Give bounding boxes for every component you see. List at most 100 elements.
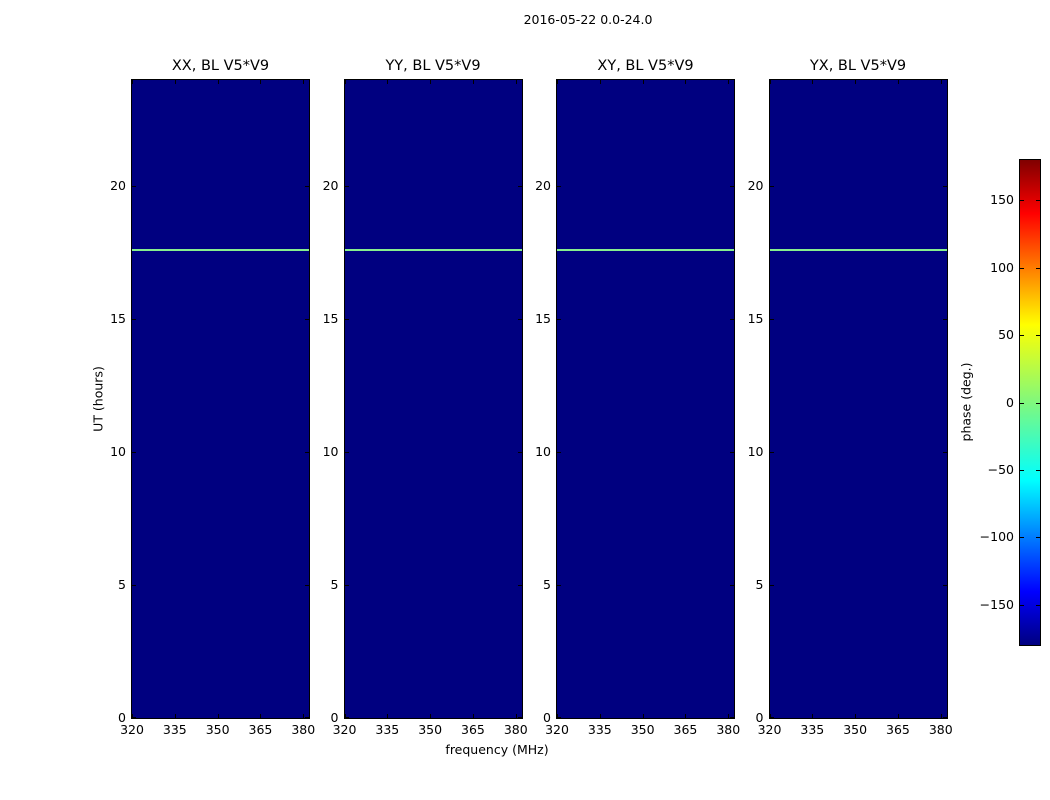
- x-tick-mark: [769, 80, 771, 84]
- x-tick-mark: [855, 714, 857, 718]
- x-tick-label: 335: [800, 722, 825, 737]
- y-tick-label: 20: [747, 178, 764, 194]
- y-tick-mark: [942, 186, 947, 188]
- y-tick-mark: [730, 452, 734, 454]
- x-tick-mark: [599, 80, 601, 84]
- y-tick-mark: [305, 717, 309, 718]
- y-tick-mark: [769, 319, 774, 321]
- y-tick-mark: [517, 186, 522, 188]
- colorbar-tick-label: −100: [979, 529, 1014, 545]
- colorbar-tick-label: 100: [990, 259, 1014, 275]
- x-tick-mark: [472, 714, 474, 718]
- x-tick-mark: [812, 714, 814, 718]
- y-tick-label: 5: [330, 577, 339, 593]
- x-tick-mark: [897, 714, 899, 718]
- x-tick-label: 365: [886, 722, 910, 737]
- y-tick-label: 5: [755, 577, 764, 593]
- y-tick-mark: [305, 452, 309, 454]
- colorbar-tick-mark: [1020, 402, 1024, 404]
- x-tick-mark: [217, 80, 219, 84]
- y-tick-mark: [557, 717, 561, 718]
- colorbar-tick-label: 0: [1006, 394, 1014, 410]
- x-axis-label: frequency (MHz): [445, 742, 549, 757]
- x-tick-mark: [728, 714, 730, 718]
- heatmap-panel-xx: [131, 79, 310, 719]
- x-tick-mark: [387, 80, 389, 84]
- y-tick-mark: [132, 717, 136, 718]
- x-tick-label: 350: [418, 722, 443, 737]
- colorbar-tick-mark: [1036, 604, 1040, 606]
- colorbar-tick-label: −50: [987, 461, 1014, 477]
- x-tick-mark: [812, 80, 814, 84]
- y-tick-label: 20: [322, 178, 339, 194]
- y-tick-mark: [344, 452, 349, 454]
- phase-feature-line: [769, 249, 947, 252]
- y-tick-label: 10: [747, 444, 764, 460]
- y-tick-mark: [769, 186, 774, 188]
- colorbar-tick-mark: [1020, 200, 1024, 202]
- x-tick-label: 365: [461, 722, 485, 737]
- x-tick-label: 380: [503, 722, 528, 737]
- x-tick-label: 335: [375, 722, 400, 737]
- colorbar: [1019, 159, 1041, 646]
- x-tick-label: 380: [716, 722, 741, 737]
- y-tick-mark: [942, 319, 947, 321]
- y-tick-mark: [942, 585, 947, 587]
- x-tick-mark: [685, 80, 687, 84]
- y-tick-mark: [730, 319, 734, 321]
- panel-title-xx: XX, BL V5*V9: [171, 58, 270, 74]
- y-tick-mark: [344, 319, 349, 321]
- x-tick-label: 335: [587, 722, 612, 737]
- x-tick-mark: [260, 714, 262, 718]
- x-tick-mark: [728, 80, 730, 84]
- y-tick-mark: [942, 452, 947, 454]
- y-tick-mark: [769, 717, 774, 718]
- x-tick-mark: [472, 80, 474, 84]
- x-tick-mark: [940, 80, 942, 84]
- x-tick-mark: [430, 714, 432, 718]
- x-tick-mark: [344, 714, 346, 718]
- x-tick-label: 365: [248, 722, 273, 737]
- x-tick-mark: [940, 714, 942, 718]
- y-tick-mark: [132, 585, 136, 587]
- y-tick-mark: [305, 585, 309, 587]
- x-tick-mark: [855, 80, 857, 84]
- x-tick-label: 380: [928, 722, 953, 737]
- x-tick-mark: [387, 714, 389, 718]
- y-tick-mark: [305, 186, 309, 188]
- y-tick-mark: [730, 717, 734, 718]
- x-tick-mark: [132, 80, 133, 84]
- x-tick-mark: [557, 714, 558, 718]
- y-tick-mark: [132, 452, 136, 454]
- y-tick-mark: [344, 717, 349, 718]
- y-tick-mark: [557, 452, 561, 454]
- x-tick-label: 365: [673, 722, 698, 737]
- y-tick-mark: [132, 319, 136, 321]
- x-tick-mark: [642, 714, 644, 718]
- x-tick-mark: [897, 80, 899, 84]
- y-tick-mark: [132, 186, 136, 188]
- y-tick-label: 10: [110, 444, 126, 460]
- y-tick-mark: [517, 319, 522, 321]
- y-tick-label: 0: [118, 710, 126, 725]
- y-tick-label: 20: [535, 178, 551, 194]
- colorbar-tick-mark: [1020, 537, 1024, 539]
- x-tick-mark: [260, 80, 262, 84]
- y-tick-mark: [557, 186, 561, 188]
- y-tick-label: 0: [755, 710, 764, 725]
- x-tick-mark: [174, 714, 176, 718]
- y-tick-mark: [557, 319, 561, 321]
- y-tick-mark: [305, 319, 309, 321]
- y-tick-label: 15: [747, 311, 764, 327]
- y-tick-label: 20: [110, 178, 126, 194]
- colorbar-tick-mark: [1020, 335, 1024, 337]
- phase-feature-line: [132, 249, 309, 252]
- colorbar-tick-mark: [1020, 267, 1024, 269]
- colorbar-tick-mark: [1036, 537, 1040, 539]
- x-tick-mark: [303, 80, 305, 84]
- colorbar-tick-label: 150: [990, 192, 1014, 208]
- x-tick-mark: [515, 714, 517, 718]
- y-tick-mark: [344, 585, 349, 587]
- x-tick-mark: [217, 714, 219, 718]
- x-tick-label: 320: [757, 722, 782, 737]
